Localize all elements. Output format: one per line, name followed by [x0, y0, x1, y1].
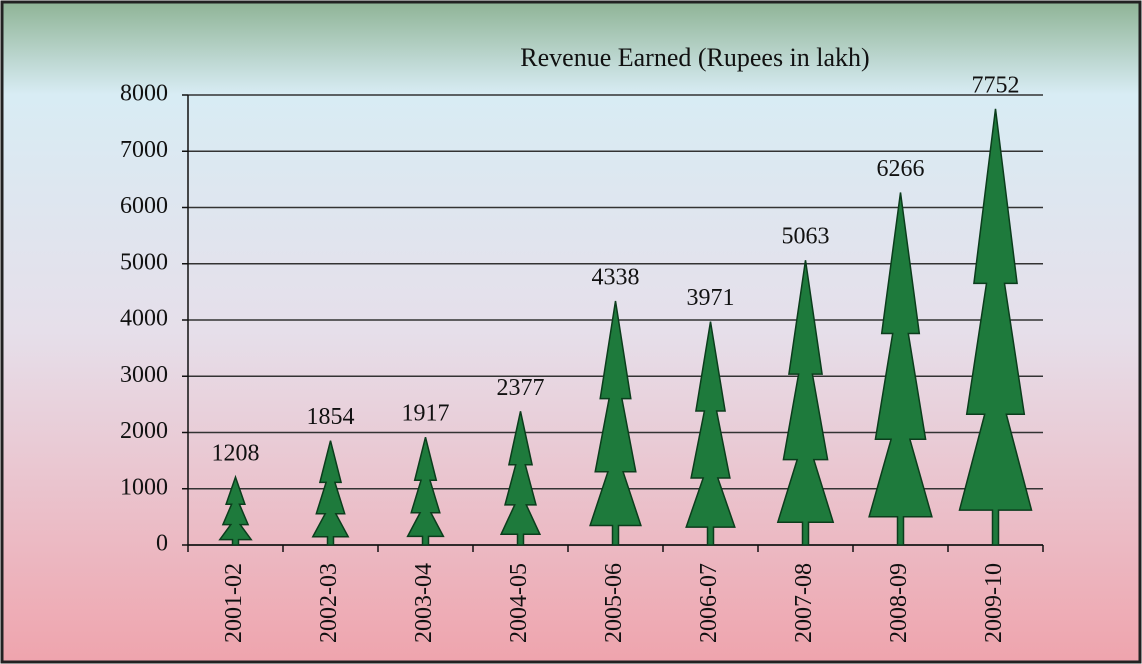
value-label: 1854: [307, 404, 355, 430]
y-tick-label: 2000: [120, 418, 168, 444]
x-tick-label: 2006-07: [696, 563, 722, 643]
x-tick-label: 2001-02: [221, 563, 247, 643]
x-tick-label: 2003-04: [411, 563, 437, 643]
x-tick-label: 2002-03: [316, 563, 342, 643]
y-tick-label: 5000: [120, 249, 168, 275]
value-label: 1208: [212, 441, 260, 467]
value-label: 1917: [402, 401, 450, 427]
value-label: 3971: [687, 285, 735, 311]
value-label: 7752: [972, 72, 1020, 98]
x-tick-label: 2008-09: [886, 563, 912, 643]
x-tick-label: 2004-05: [506, 563, 532, 643]
value-label: 5063: [782, 224, 830, 250]
y-tick-label: 0: [156, 531, 168, 557]
y-tick-label: 7000: [120, 137, 168, 163]
chart: Revenue Earned (Rupees in lakh) 0 1000 200…: [0, 0, 1142, 664]
chart-title: Revenue Earned (Rupees in lakh): [520, 43, 869, 72]
background: [2, 2, 1140, 662]
value-label: 6266: [877, 156, 925, 182]
value-label: 4338: [592, 264, 640, 290]
y-tick-label: 4000: [120, 306, 168, 332]
y-tick-label: 6000: [120, 193, 168, 219]
y-tick-label: 3000: [120, 362, 168, 388]
y-tick-label: 8000: [120, 81, 168, 107]
x-tick-label: 2007-08: [791, 563, 817, 643]
value-label: 2377: [497, 375, 545, 401]
x-tick-label: 2009-10: [981, 563, 1007, 643]
y-tick-label: 1000: [120, 474, 168, 500]
x-tick-label: 2005-06: [601, 563, 627, 643]
